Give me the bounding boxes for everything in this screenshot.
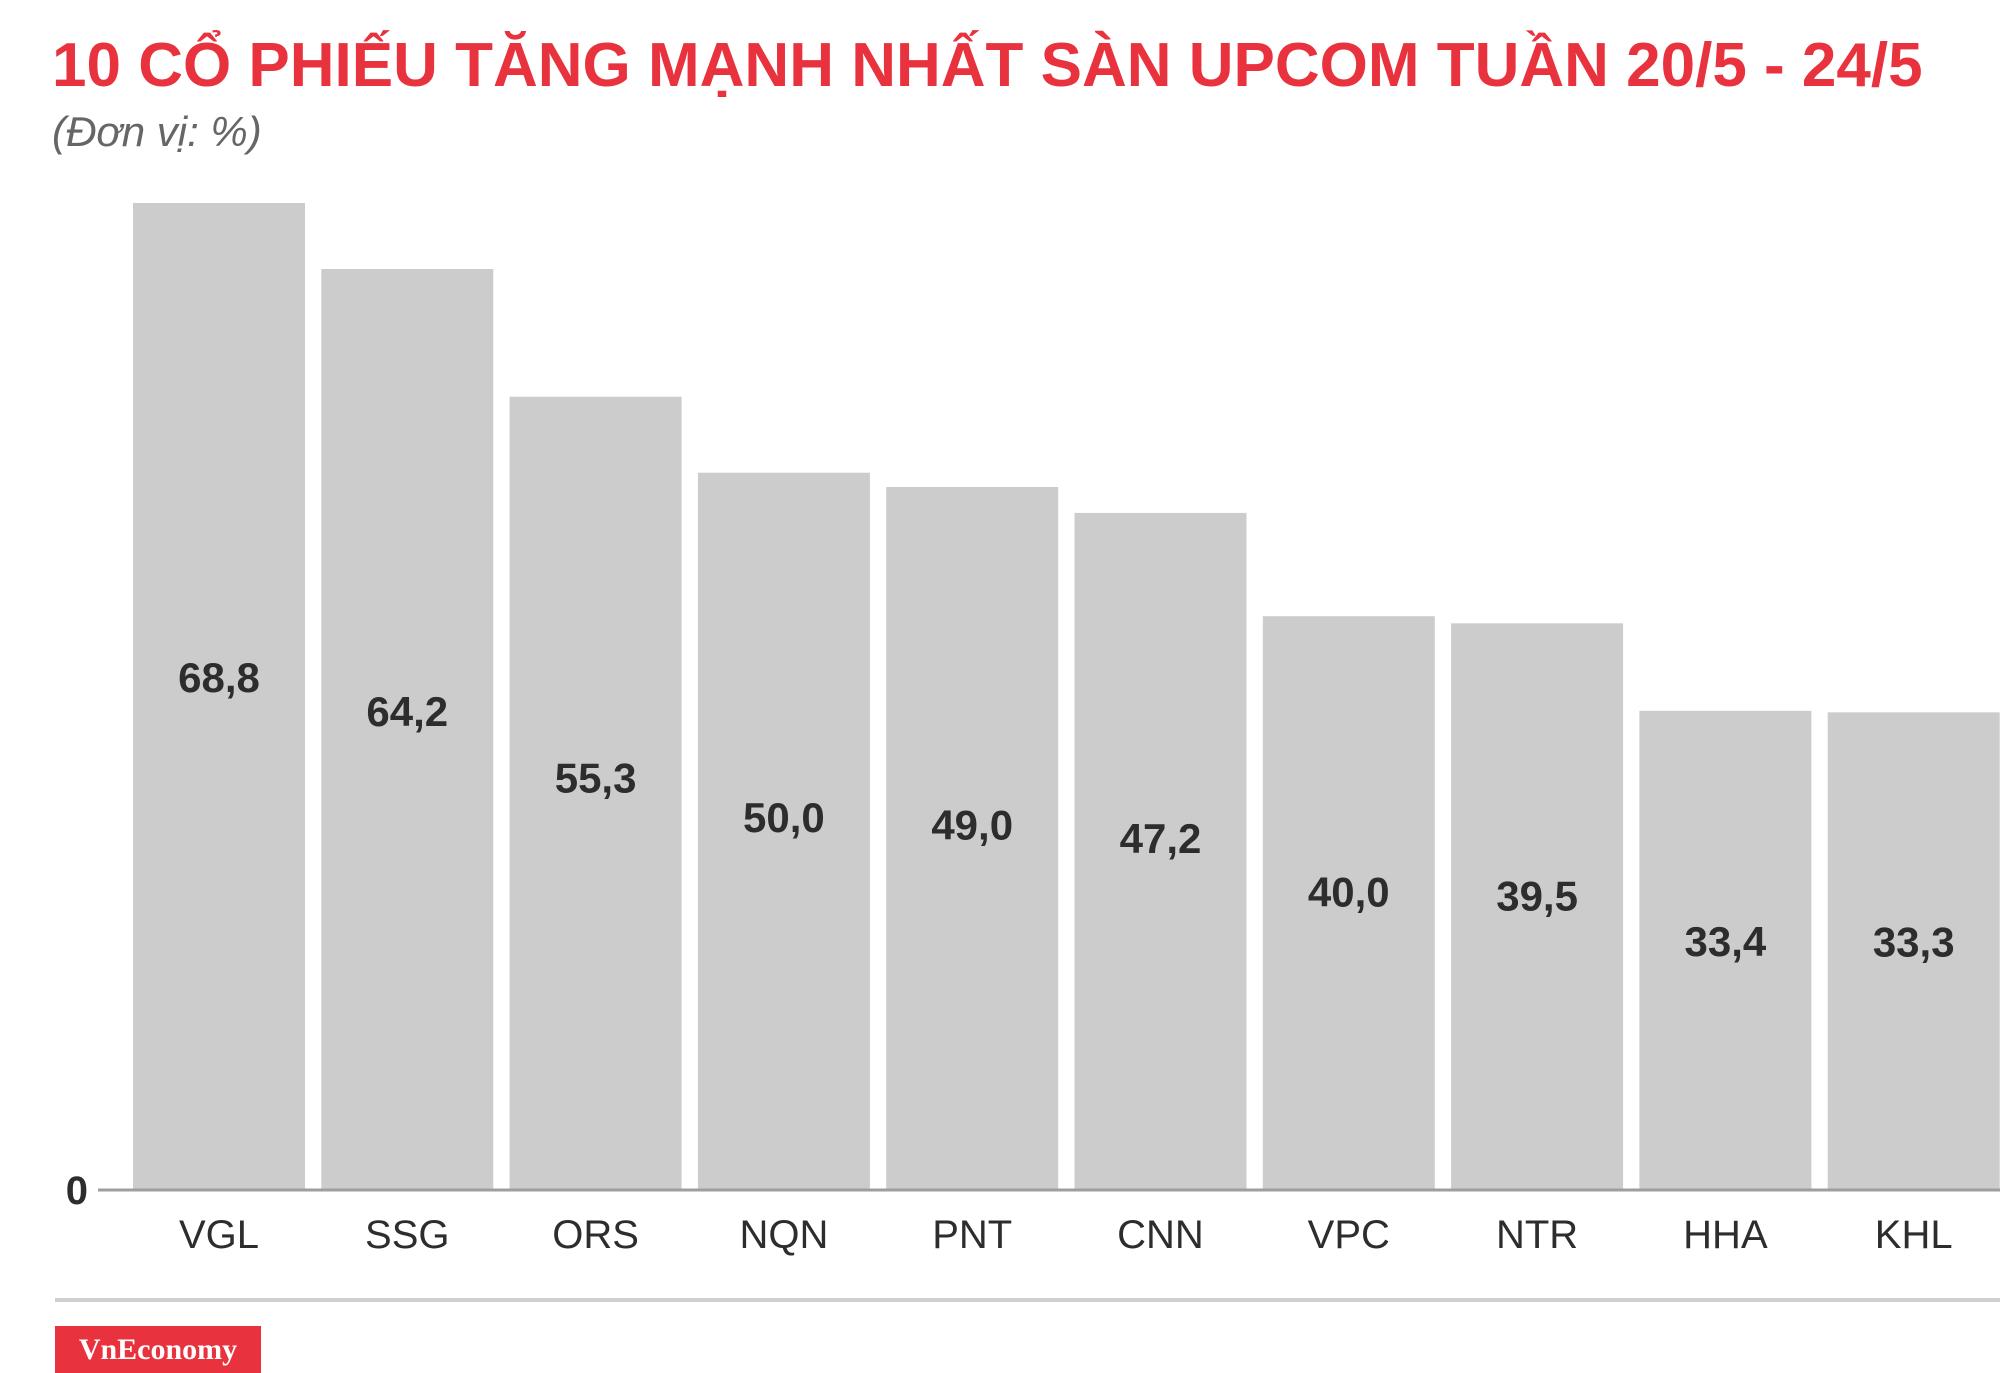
- brand-logo-text: VnEconomy: [78, 1332, 238, 1366]
- category-label-nqn: NQN: [739, 1213, 828, 1257]
- category-label-ors: ORS: [552, 1213, 639, 1257]
- bar-ntr: [1451, 623, 1624, 1190]
- footer-divider: [55, 1298, 2000, 1302]
- value-label-nqn: 50,0: [743, 794, 825, 841]
- brand-logo: VnEconomy: [55, 1326, 261, 1373]
- value-label-ors: 55,3: [555, 755, 637, 802]
- bar-ors: [509, 396, 682, 1190]
- bar-cnn: [1074, 512, 1247, 1190]
- value-label-pnt: 49,0: [931, 802, 1013, 849]
- category-label-vgl: VGL: [179, 1213, 259, 1257]
- category-label-pnt: PNT: [932, 1213, 1012, 1257]
- category-label-vpc: VPC: [1308, 1213, 1390, 1257]
- value-label-cnn: 47,2: [1120, 815, 1202, 862]
- value-label-vpc: 40,0: [1308, 869, 1390, 916]
- bar-khl: [1827, 712, 2000, 1190]
- bar-chart: 0 68,8 VGL 64,2 SSG 55,3 ORS 50,0 NQN 49,0 PNT 47,…: [66, 203, 2000, 1257]
- value-label-vgl: 68,8: [178, 654, 260, 701]
- bar-vpc: [1262, 616, 1435, 1190]
- value-label-ssg: 64,2: [366, 688, 448, 735]
- category-label-cnn: CNN: [1117, 1213, 1204, 1257]
- bar-hha: [1639, 710, 1812, 1190]
- category-label-khl: KHL: [1875, 1213, 1953, 1257]
- y-axis-zero-label: 0: [66, 1169, 88, 1213]
- bar-ssg: [321, 269, 494, 1190]
- labels-group: 68,8 VGL 64,2 SSG 55,3 ORS 50,0 NQN 49,0 PNT 47,2 C…: [178, 654, 1954, 1257]
- bar-vgl: [133, 203, 305, 1190]
- category-label-ntr: NTR: [1496, 1213, 1578, 1257]
- chart-unit-subtitle: (Đơn vị: %): [52, 108, 262, 155]
- chart-title: 10 CỔ PHIẾU TĂNG MẠNH NHẤT SÀN UPCOM TUẦ…: [52, 31, 1923, 100]
- category-label-ssg: SSG: [365, 1213, 449, 1257]
- bars-group: [133, 203, 2000, 1190]
- value-label-ntr: 39,5: [1496, 872, 1578, 919]
- bar-pnt: [886, 487, 1059, 1190]
- bar-nqn: [697, 472, 870, 1190]
- value-label-khl: 33,3: [1873, 919, 1955, 966]
- category-label-hha: HHA: [1683, 1213, 1768, 1257]
- value-label-hha: 33,4: [1685, 918, 1767, 965]
